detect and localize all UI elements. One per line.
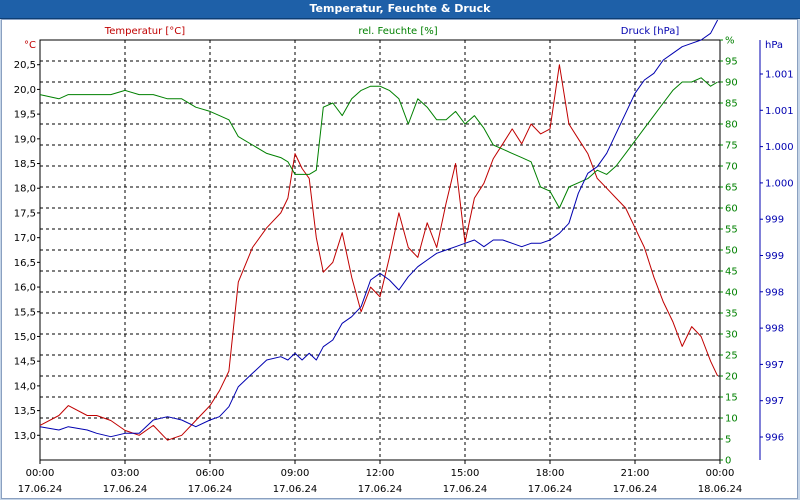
pressure-tick-label: 999 [765, 215, 784, 226]
x-tick-label-date: 17.06.24 [358, 484, 403, 495]
pressure-tick-label: 997 [765, 360, 784, 371]
humidity-tick-label: 80 [725, 120, 738, 131]
temperature-axis-label: Temperatur [°C] [104, 26, 185, 37]
humidity-tick-label: 60 [725, 204, 738, 215]
humidity-tick-label: 40 [725, 288, 738, 299]
humidity-tick-label: 50 [725, 246, 738, 257]
temperature-tick-label: 13,5 [14, 406, 36, 417]
pressure-tick-label: 1.001 [765, 106, 794, 117]
humidity-tick-label: 70 [725, 162, 738, 173]
temperature-tick-label: 19,0 [14, 134, 36, 145]
humidity-tick-label: 10 [725, 414, 738, 425]
temperature-line [39, 64, 719, 441]
pressure-unit-label: hPa [765, 40, 783, 51]
humidity-tick-label: 75 [725, 141, 738, 152]
x-tick-label-time: 18:00 [536, 468, 565, 479]
pressure-axis-label: Druck [hPa] [621, 26, 680, 37]
temperature-tick-label: 15,0 [14, 332, 36, 343]
x-tick-label-time: 06:00 [196, 468, 225, 479]
x-tick-label-date: 17.06.24 [528, 484, 573, 495]
x-tick-label-time: 21:00 [621, 468, 650, 479]
temperature-tick-label: 14,0 [14, 381, 36, 392]
humidity-line [39, 77, 718, 209]
humidity-tick-label: 55 [725, 225, 738, 236]
humidity-tick-label: 15 [725, 393, 738, 404]
x-tick-label-date: 17.06.24 [443, 484, 488, 495]
humidity-axis-label: rel. Feuchte [%] [358, 26, 437, 37]
temperature-tick-label: 16,0 [14, 283, 36, 294]
x-tick-label-date: 17.06.24 [613, 484, 658, 495]
x-tick-label-time: 03:00 [111, 468, 140, 479]
x-tick-label-date: 17.06.24 [18, 484, 63, 495]
temperature-tick-label: 19,5 [14, 110, 36, 121]
humidity-tick-label: 65 [725, 183, 738, 194]
window-title: Temperatur, Feuchte & Druck [309, 2, 491, 15]
pressure-line [39, 19, 719, 438]
temperature-tick-label: 18,0 [14, 184, 36, 195]
humidity-tick-label: 30 [725, 330, 738, 341]
temperature-tick-label: 13,0 [14, 431, 36, 442]
x-tick-label-time: 09:00 [281, 468, 310, 479]
x-tick-label-time: 12:00 [366, 468, 395, 479]
humidity-tick-label: 25 [725, 351, 738, 362]
pressure-tick-label: 1.000 [765, 178, 794, 189]
window-title-bar: Temperatur, Feuchte & Druck [0, 0, 800, 19]
temperature-tick-label: 17,0 [14, 233, 36, 244]
x-tick-label-time: 00:00 [706, 468, 735, 479]
x-tick-label-date: 17.06.24 [103, 484, 148, 495]
temperature-tick-label: 16,5 [14, 258, 36, 269]
x-tick-label-date: 18.06.24 [698, 484, 743, 495]
temperature-tick-label: 15,5 [14, 307, 36, 318]
humidity-tick-label: 20 [725, 372, 738, 383]
humidity-tick-label: 90 [725, 78, 738, 89]
x-tick-label-date: 17.06.24 [188, 484, 233, 495]
humidity-tick-label: 5 [725, 435, 731, 446]
temperature-tick-label: 20,5 [14, 60, 36, 71]
pressure-tick-label: 996 [765, 433, 784, 444]
temperature-tick-label: 14,5 [14, 357, 36, 368]
pressure-tick-label: 998 [765, 324, 784, 335]
temperature-tick-label: 17,5 [14, 208, 36, 219]
humidity-tick-label: 85 [725, 99, 738, 110]
temperature-unit-label: °C [24, 40, 36, 51]
humidity-tick-label: % [725, 36, 735, 47]
humidity-tick-label: 0 [725, 456, 731, 467]
pressure-tick-label: 998 [765, 287, 784, 298]
x-tick-label-date: 17.06.24 [273, 484, 318, 495]
x-tick-label-time: 00:00 [26, 468, 55, 479]
pressure-tick-label: 999 [765, 251, 784, 262]
x-tick-label-time: 15:00 [451, 468, 480, 479]
pressure-tick-label: 997 [765, 396, 784, 407]
pressure-tick-label: 1.001 [765, 70, 794, 81]
pressure-tick-label: 1.000 [765, 142, 794, 153]
humidity-tick-label: 95 [725, 57, 738, 68]
humidity-tick-label: 35 [725, 309, 738, 320]
temperature-tick-label: 18,5 [14, 159, 36, 170]
humidity-tick-label: 45 [725, 267, 738, 278]
temperature-tick-label: 20,0 [14, 85, 36, 96]
